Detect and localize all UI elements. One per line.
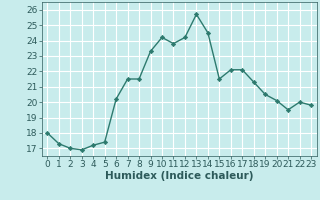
X-axis label: Humidex (Indice chaleur): Humidex (Indice chaleur) [105, 171, 253, 181]
